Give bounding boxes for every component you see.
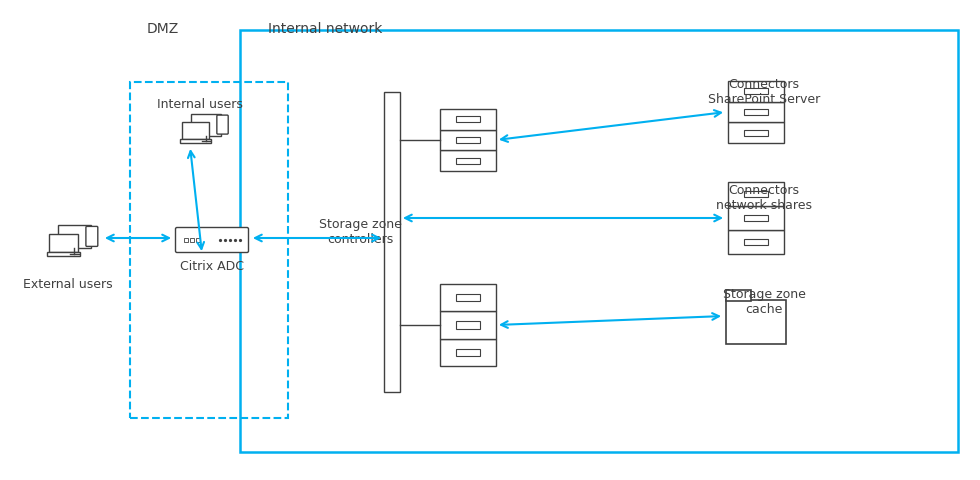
FancyBboxPatch shape: [180, 139, 211, 144]
FancyBboxPatch shape: [47, 252, 79, 256]
Text: Connectors
SharePoint Server: Connectors SharePoint Server: [708, 78, 820, 106]
FancyBboxPatch shape: [240, 30, 958, 452]
FancyBboxPatch shape: [440, 339, 496, 366]
FancyBboxPatch shape: [728, 81, 784, 102]
FancyBboxPatch shape: [728, 230, 784, 254]
FancyBboxPatch shape: [440, 109, 496, 130]
Polygon shape: [726, 290, 752, 301]
FancyBboxPatch shape: [86, 227, 98, 246]
Text: Citrix ADC: Citrix ADC: [180, 260, 244, 273]
Text: Storage zone
cache: Storage zone cache: [722, 288, 806, 316]
FancyBboxPatch shape: [196, 238, 200, 242]
Text: Internal users: Internal users: [157, 98, 243, 111]
FancyBboxPatch shape: [182, 122, 210, 139]
FancyBboxPatch shape: [440, 312, 496, 339]
FancyBboxPatch shape: [184, 238, 188, 242]
FancyBboxPatch shape: [457, 321, 480, 329]
Text: DMZ: DMZ: [147, 22, 179, 36]
FancyBboxPatch shape: [217, 115, 228, 134]
Text: Connectors
network shares: Connectors network shares: [716, 184, 812, 212]
FancyBboxPatch shape: [728, 122, 784, 143]
FancyBboxPatch shape: [744, 239, 767, 245]
FancyBboxPatch shape: [744, 191, 767, 197]
FancyBboxPatch shape: [457, 117, 480, 122]
FancyBboxPatch shape: [744, 130, 767, 135]
FancyBboxPatch shape: [49, 234, 77, 252]
FancyBboxPatch shape: [744, 109, 767, 115]
FancyBboxPatch shape: [744, 88, 767, 94]
FancyBboxPatch shape: [440, 150, 496, 171]
FancyBboxPatch shape: [457, 158, 480, 164]
FancyBboxPatch shape: [384, 92, 400, 392]
FancyBboxPatch shape: [440, 130, 496, 150]
FancyBboxPatch shape: [190, 238, 194, 242]
Text: Internal network: Internal network: [268, 22, 382, 36]
Text: Storage zone
controllers: Storage zone controllers: [318, 218, 402, 246]
FancyBboxPatch shape: [175, 228, 249, 252]
FancyBboxPatch shape: [728, 182, 784, 206]
Polygon shape: [726, 300, 786, 344]
FancyBboxPatch shape: [457, 137, 480, 143]
FancyBboxPatch shape: [58, 225, 90, 248]
FancyBboxPatch shape: [457, 294, 480, 301]
FancyBboxPatch shape: [457, 348, 480, 356]
FancyBboxPatch shape: [191, 114, 221, 136]
FancyBboxPatch shape: [440, 284, 496, 312]
FancyBboxPatch shape: [744, 215, 767, 221]
FancyBboxPatch shape: [728, 102, 784, 122]
FancyBboxPatch shape: [728, 206, 784, 230]
Text: External users: External users: [24, 278, 113, 291]
